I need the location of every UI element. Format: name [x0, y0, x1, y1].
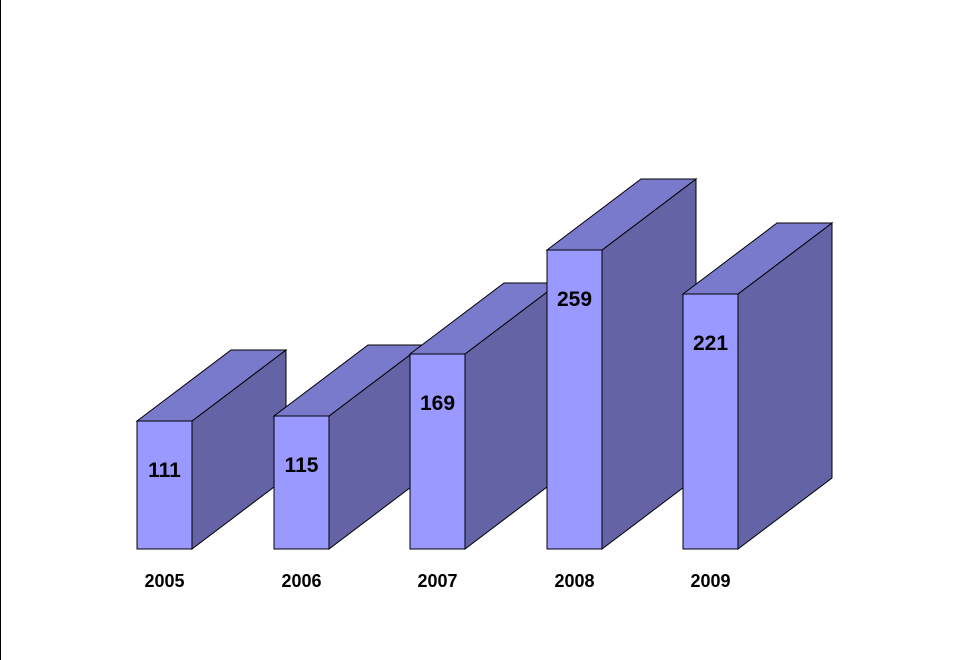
- category-label-2008: 2008: [554, 571, 594, 591]
- bar-front-2008: [546, 249, 603, 550]
- category-label-2009: 2009: [690, 571, 730, 591]
- bar-front-2009: [682, 293, 739, 550]
- value-label-2005: 111: [148, 459, 181, 482]
- bar-2009: [681, 221, 834, 551]
- bars-group: [135, 177, 834, 551]
- category-label-2006: 2006: [281, 571, 321, 591]
- value-label-2007: 169: [420, 392, 455, 415]
- bar-2006: [272, 343, 425, 551]
- value-label-2008: 259: [557, 288, 592, 311]
- bar-front-2007: [409, 353, 466, 550]
- bar-2008: [545, 177, 698, 551]
- bar-front-2005: [136, 420, 193, 550]
- category-label-2007: 2007: [417, 571, 457, 591]
- value-label-2006: 115: [285, 454, 319, 477]
- labels-group: 111 2005 115 2006 169 2007 259 2008 221 2009: [144, 288, 730, 591]
- bar-front-2006: [273, 415, 330, 550]
- bar-2005: [135, 348, 288, 551]
- category-label-2005: 2005: [144, 571, 184, 591]
- value-label-2009: 221: [693, 332, 728, 355]
- bar-2007: [408, 281, 561, 551]
